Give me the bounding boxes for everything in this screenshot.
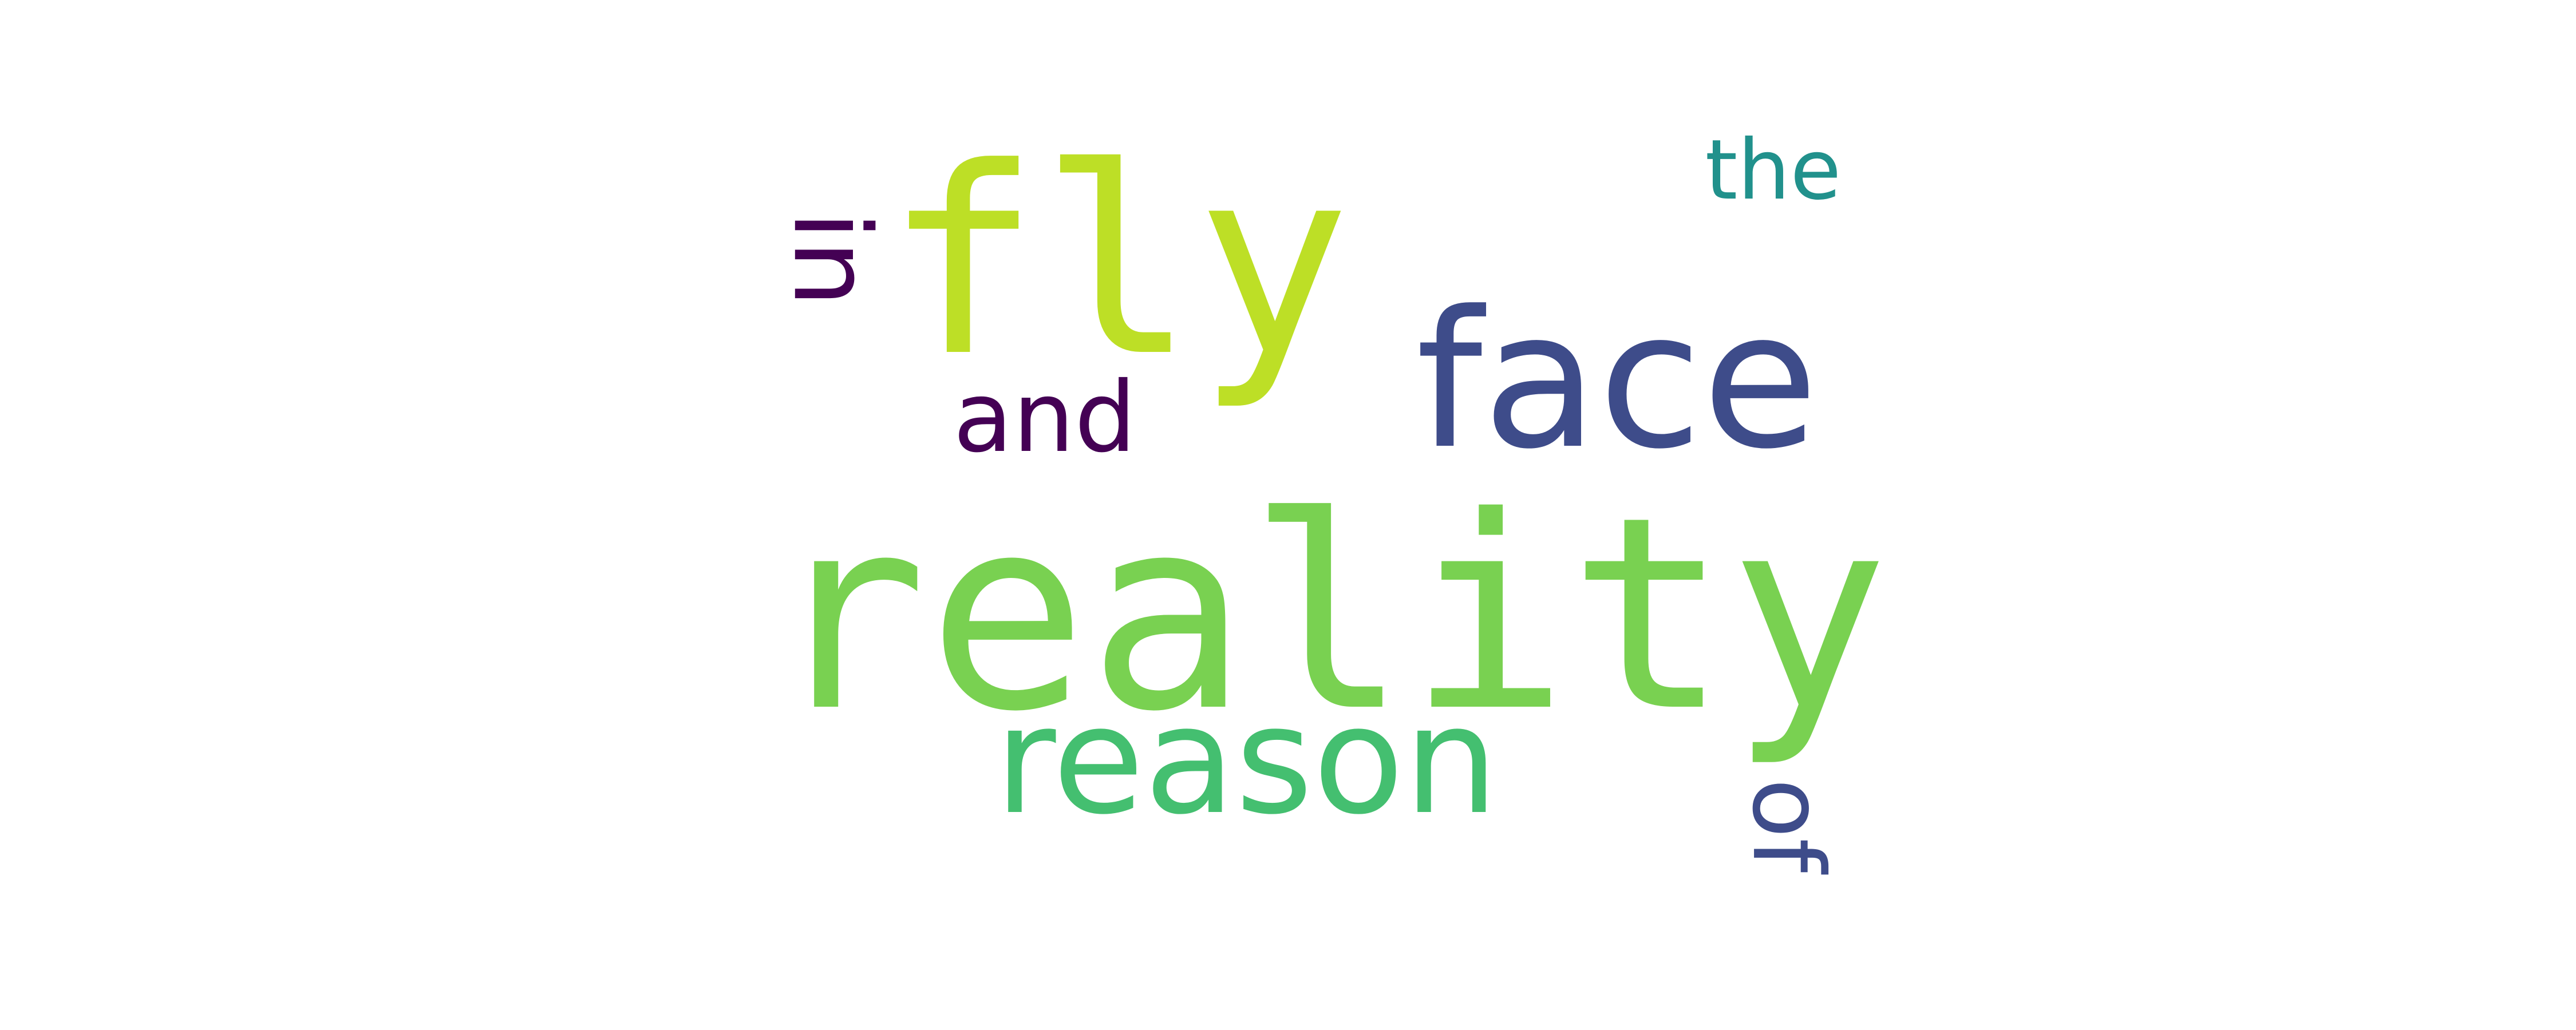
word-of: of	[1730, 778, 1845, 873]
word-the: the	[1705, 122, 1842, 219]
word-in: in	[770, 211, 894, 307]
word-face: face	[1416, 271, 1819, 490]
word-and: and	[953, 361, 1136, 474]
word-reason: reason	[994, 675, 1499, 847]
word-fly: fly	[884, 113, 1351, 414]
word-reality: reality	[767, 459, 1889, 770]
